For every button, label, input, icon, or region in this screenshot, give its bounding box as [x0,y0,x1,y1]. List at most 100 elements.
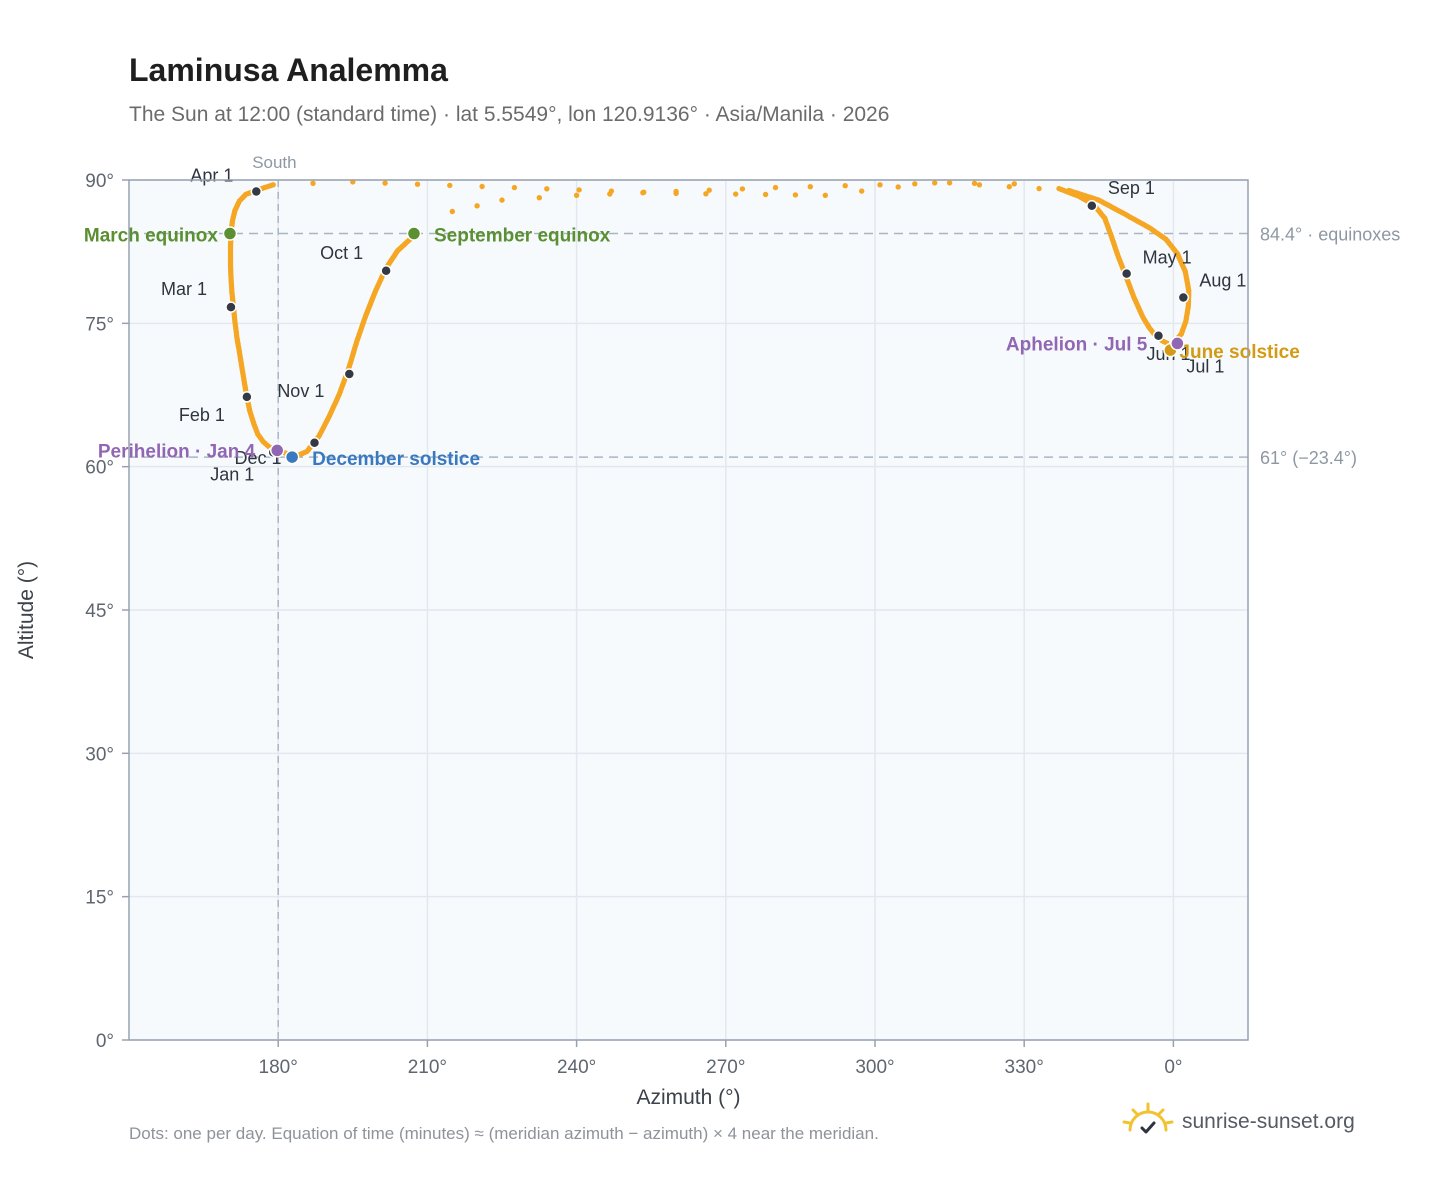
y-tick-label: 15° [85,888,114,909]
reference-line-label: 84.4° · equinoxes [1260,225,1400,245]
month-marker-dot [1152,330,1165,342]
month-marker-label: Apr 1 [190,165,233,185]
daily-sun-dot [762,191,769,198]
daily-sun-dot [576,187,582,193]
daily-sun-dot [946,180,953,186]
daily-sun-dot [511,184,518,191]
daily-sun-dot [976,182,983,188]
daily-sun-dot [932,180,938,186]
x-tick-label: 240° [557,1057,596,1078]
daily-sun-dot [640,190,646,196]
y-tick-label: 60° [85,458,114,479]
month-marker-dot [1120,267,1133,280]
daily-sun-dot [733,191,739,197]
month-marker-label: Jul 1 [1186,356,1224,376]
daily-sun-dot [807,184,813,190]
meridian-label: South [252,153,296,172]
daily-sun-dot [573,192,580,198]
daily-sun-dot [536,195,542,201]
month-marker-label: Aug 1 [1199,271,1246,291]
daily-sun-dot [1036,185,1042,192]
month-marker-dot [380,265,392,277]
x-tick-label: 270° [706,1057,745,1078]
x-tick-label: 300° [855,1057,894,1078]
x-tick-label: 180° [259,1057,298,1078]
event-marker-dot [1170,336,1185,351]
event-marker-dot [406,226,422,241]
axis-ticks: 180° 210° 240° 270° 300° 330° 0° 0° 15° 30° 45° 60°… [85,171,1182,1078]
event-marker-label: Perihelion · Jan 4 [98,441,256,462]
y-axis-label: Altitude (°) [15,561,38,659]
y-tick-label: 30° [85,744,114,765]
daily-sun-dot [706,187,712,193]
month-marker-label: Jan 1 [210,464,254,484]
x-tick-label: 330° [1005,1057,1044,1078]
month-marker-dot [343,368,356,380]
month-marker-dot [225,301,237,313]
month-marker-label: Sep 1 [1108,178,1155,198]
month-marker-label: Mar 1 [161,279,207,299]
daily-sun-dot [1006,184,1012,190]
daily-sun-dot [310,180,316,186]
daily-sun-dot [739,186,746,192]
daily-sun-dot [414,181,421,187]
month-marker-label: May 1 [1143,248,1192,268]
event-marker-label: June solstice [1179,342,1299,363]
daily-sun-dot [499,197,505,203]
month-marker-dot [241,391,253,403]
sun-logo-icon [1122,1102,1174,1134]
event-marker-label: Aphelion · Jul 5 [1006,334,1148,355]
daily-sun-dot [673,188,679,195]
brand-name: sunrise-sunset.org [1182,1110,1355,1133]
daily-sun-dot [877,182,883,188]
month-marker-label: Oct 1 [320,243,363,263]
month-marker-label: Nov 1 [277,381,324,401]
daily-sun-dot [449,208,455,215]
daily-sun-dot [474,203,480,209]
daily-sun-dot [772,184,779,191]
daily-sun-dot [270,182,276,188]
daily-sun-dot [912,181,918,187]
daily-sun-dot [382,180,388,186]
month-marker-dot [1177,291,1190,304]
grid-lines [129,179,1248,1041]
daily-sun-dot [1066,187,1072,194]
event-marker-label: September equinox [434,226,611,247]
month-marker-label: Dec 1 [235,448,282,468]
daily-sun-dot [607,191,613,197]
daily-sun-dot [971,180,978,186]
month-marker-label: Feb 1 [179,405,225,425]
reference-lines: South 84.4° · equinoxes 61° (−23.4°) [129,153,1400,1040]
y-tick-label: 90° [85,171,114,192]
daily-sun-dot [1011,181,1017,187]
daily-sun-dot [792,192,799,198]
month-marker-dot [1086,200,1098,212]
chart-title: Laminusa Analemma [129,52,448,88]
y-tick-label: 45° [85,601,114,622]
daily-sun-dot [842,183,848,189]
x-tick-label: 0° [1164,1057,1182,1078]
event-marker-label: March equinox [84,226,219,247]
y-tick-label: 0° [96,1031,114,1052]
daily-sun-dot [703,191,709,197]
event-marker-dot [284,449,300,465]
daily-sun-dot [895,184,901,190]
event-marker-dot [269,443,285,458]
daily-sun-dot [544,186,550,192]
footnote: Dots: one per day. Equation of time (min… [129,1124,879,1143]
month-marker-dot [308,437,321,449]
daily-sun-dot [479,183,485,190]
event-marker-dot [222,226,238,241]
event-marker-label: December solstice [312,449,480,470]
month-marker-dot [250,185,263,198]
y-tick-label: 75° [85,314,114,335]
event-markers: March equinox September equinox December s… [84,226,1300,471]
chart-subtitle: The Sun at 12:00 (standard time) · lat 5… [129,103,890,126]
x-tick-label: 210° [408,1057,447,1078]
brand-logo[interactable]: sunrise-sunset.org [1120,1100,1355,1144]
x-axis-label: Azimuth (°) [636,1086,740,1109]
daily-sun-dot [447,182,453,189]
reference-line-label: 61° (−23.4°) [1260,448,1357,468]
